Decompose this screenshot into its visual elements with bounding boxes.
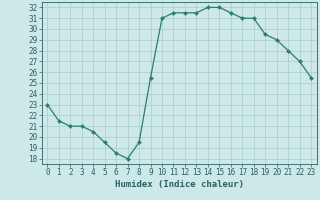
X-axis label: Humidex (Indice chaleur): Humidex (Indice chaleur) — [115, 180, 244, 189]
